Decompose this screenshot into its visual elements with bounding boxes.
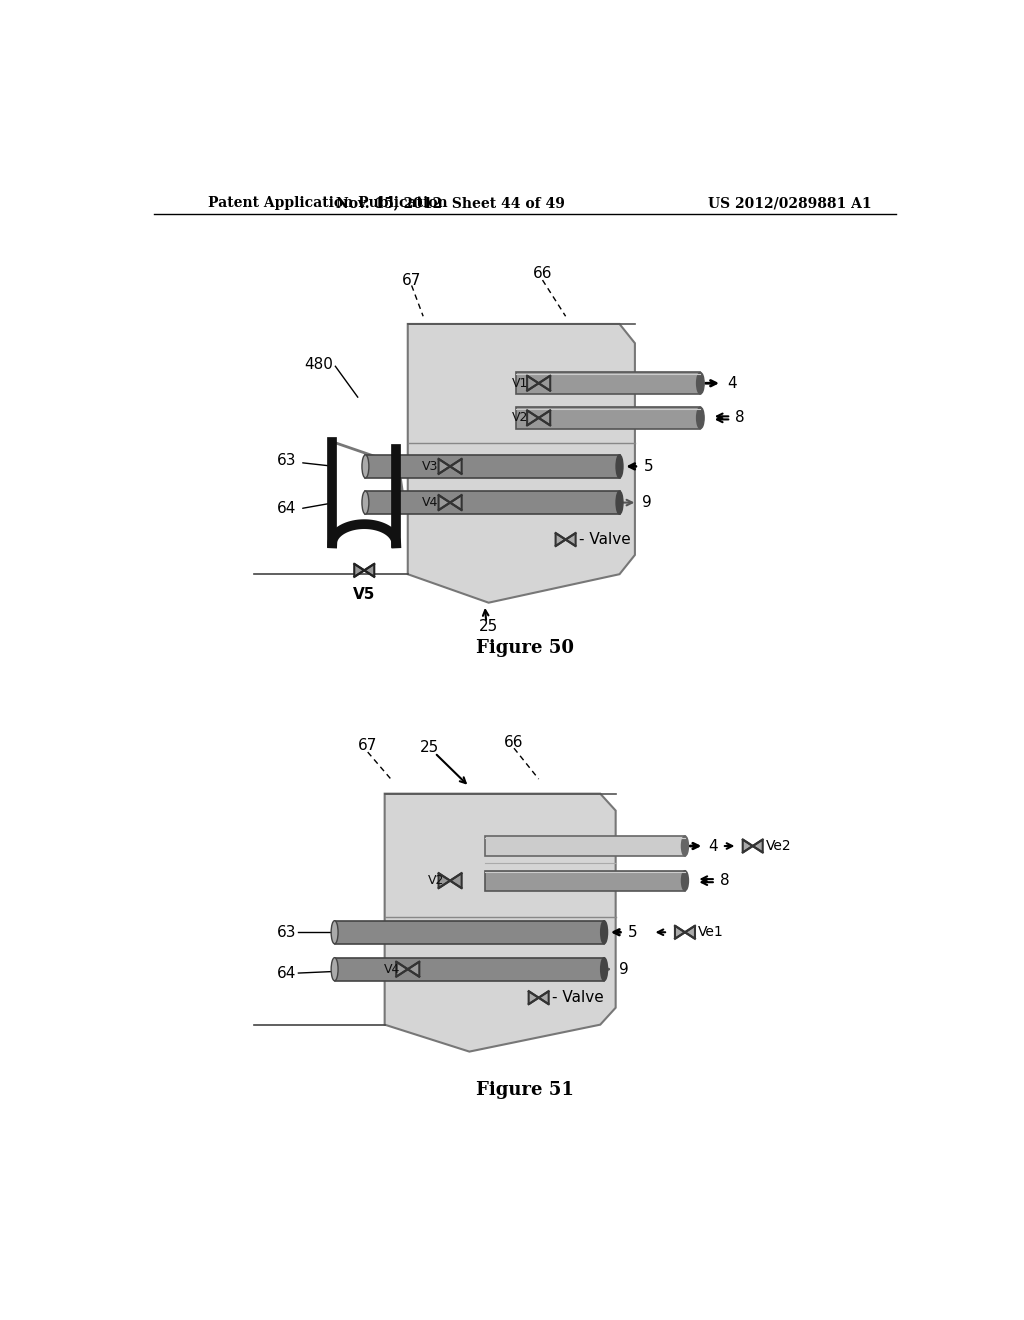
Text: - Valve: - Valve: [552, 990, 603, 1006]
Polygon shape: [515, 372, 700, 395]
Polygon shape: [385, 793, 615, 1052]
Ellipse shape: [696, 407, 705, 429]
Text: V1: V1: [512, 376, 528, 389]
Polygon shape: [408, 323, 635, 603]
Polygon shape: [685, 925, 695, 939]
Text: Ve2: Ve2: [766, 840, 792, 853]
Text: V2: V2: [428, 874, 444, 887]
Polygon shape: [365, 564, 374, 577]
Polygon shape: [366, 455, 620, 478]
Text: 64: 64: [276, 502, 296, 516]
Text: Figure 51: Figure 51: [476, 1081, 573, 1100]
Polygon shape: [335, 921, 604, 944]
Polygon shape: [451, 495, 462, 510]
Text: 67: 67: [358, 738, 378, 754]
Polygon shape: [742, 840, 753, 853]
Text: V4: V4: [422, 496, 438, 510]
Text: 63: 63: [276, 453, 296, 467]
Text: 25: 25: [420, 741, 439, 755]
Ellipse shape: [331, 958, 338, 981]
Polygon shape: [528, 991, 539, 1005]
Text: 25: 25: [479, 619, 499, 634]
Text: Nov. 15, 2012  Sheet 44 of 49: Nov. 15, 2012 Sheet 44 of 49: [336, 197, 564, 210]
Text: V5: V5: [353, 587, 376, 602]
Text: 66: 66: [504, 734, 523, 750]
Text: Ve1: Ve1: [698, 925, 724, 940]
Polygon shape: [527, 376, 539, 391]
Polygon shape: [527, 411, 539, 425]
Text: V4: V4: [384, 962, 400, 975]
Ellipse shape: [601, 958, 607, 981]
Text: 9: 9: [642, 495, 651, 510]
Text: 480: 480: [304, 358, 333, 372]
Polygon shape: [484, 871, 685, 891]
Ellipse shape: [681, 871, 688, 891]
Ellipse shape: [616, 491, 623, 513]
Text: 63: 63: [276, 925, 296, 940]
Text: V2: V2: [512, 412, 528, 425]
Polygon shape: [539, 411, 550, 425]
Text: - Valve: - Valve: [579, 532, 631, 546]
Text: 8: 8: [720, 873, 729, 888]
Text: 5: 5: [643, 459, 653, 474]
Text: Figure 50: Figure 50: [476, 639, 573, 657]
Polygon shape: [438, 873, 451, 888]
Text: 4: 4: [708, 838, 718, 854]
Polygon shape: [484, 836, 685, 855]
Ellipse shape: [601, 921, 607, 944]
Polygon shape: [354, 564, 365, 577]
Text: V3: V3: [422, 459, 438, 473]
Ellipse shape: [681, 836, 688, 855]
Polygon shape: [438, 459, 451, 474]
Text: US 2012/0289881 A1: US 2012/0289881 A1: [708, 197, 871, 210]
Ellipse shape: [616, 455, 623, 478]
Text: 64: 64: [276, 965, 296, 981]
Polygon shape: [556, 533, 565, 546]
Ellipse shape: [361, 491, 369, 513]
Ellipse shape: [331, 921, 338, 944]
Polygon shape: [515, 407, 700, 429]
Polygon shape: [565, 533, 575, 546]
Polygon shape: [451, 459, 462, 474]
Text: 5: 5: [628, 925, 638, 940]
Polygon shape: [366, 491, 620, 515]
Polygon shape: [539, 991, 549, 1005]
Polygon shape: [539, 376, 550, 391]
Text: 67: 67: [402, 272, 421, 288]
Text: 4: 4: [727, 376, 737, 391]
Polygon shape: [438, 495, 451, 510]
Polygon shape: [396, 962, 408, 977]
Text: 9: 9: [618, 962, 629, 977]
Ellipse shape: [696, 372, 705, 393]
Polygon shape: [675, 925, 685, 939]
Text: 8: 8: [735, 411, 744, 425]
Polygon shape: [451, 873, 462, 888]
Polygon shape: [753, 840, 763, 853]
Polygon shape: [335, 958, 604, 981]
Ellipse shape: [361, 455, 369, 478]
Text: Patent Application Publication: Patent Application Publication: [208, 197, 447, 210]
Text: 66: 66: [532, 267, 552, 281]
Polygon shape: [408, 962, 419, 977]
